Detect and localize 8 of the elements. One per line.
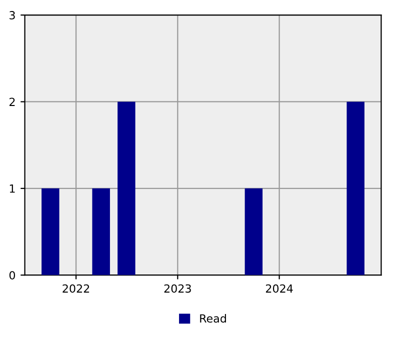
y-tick-label: 2 <box>10 98 15 106</box>
x-tick-label: 2024 <box>266 284 293 293</box>
x-tick-label: 2023 <box>164 284 191 293</box>
y-tick-label: 3 <box>10 11 15 20</box>
y-tick-label: 0 <box>9 271 16 280</box>
x-tick-label: 2022 <box>62 284 90 293</box>
y-tick-label: 1 <box>10 184 15 193</box>
legend-label: Read <box>200 314 226 323</box>
